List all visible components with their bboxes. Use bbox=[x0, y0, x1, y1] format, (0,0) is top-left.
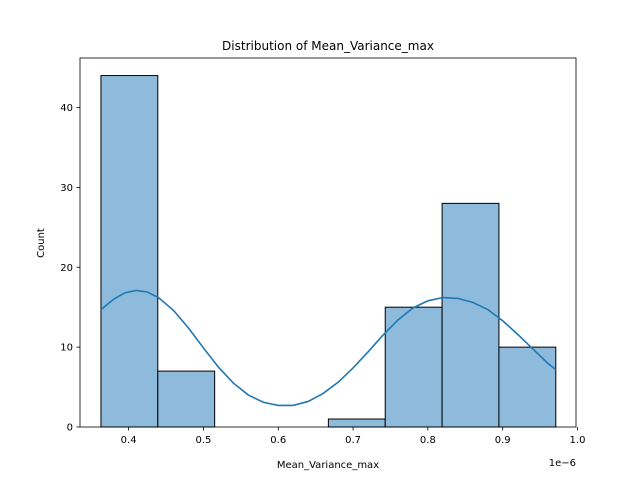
histogram-bar bbox=[441, 202, 500, 428]
x-axis-ticks: 0.4 0.5 0.6 0.7 0.8 0.9 1.0 bbox=[121, 427, 586, 446]
x-axis-offset-label: 1e−6 bbox=[549, 458, 576, 469]
x-tick-label: 0.8 bbox=[420, 435, 436, 446]
x-tick-label: 1.0 bbox=[570, 435, 586, 446]
histogram-bar bbox=[157, 370, 216, 428]
histogram-bars bbox=[100, 75, 557, 428]
y-axis-label: Count bbox=[36, 228, 47, 258]
y-tick-label: 20 bbox=[60, 263, 73, 274]
x-tick-label: 0.6 bbox=[270, 435, 286, 446]
y-tick-label: 10 bbox=[60, 343, 73, 354]
histogram-bar bbox=[100, 75, 159, 428]
chart-title: Distribution of Mean_Variance_max bbox=[222, 39, 434, 53]
y-tick-label: 0 bbox=[67, 423, 73, 434]
x-tick-label: 0.9 bbox=[495, 435, 511, 446]
x-tick-label: 0.4 bbox=[121, 435, 137, 446]
plot-frame bbox=[79, 57, 577, 428]
x-tick-label: 0.7 bbox=[345, 435, 361, 446]
y-axis-ticks: 0 10 20 30 40 bbox=[60, 103, 80, 434]
histogram-bar bbox=[498, 346, 557, 428]
kde-curve bbox=[100, 289, 557, 407]
x-axis-label: Mean_Variance_max bbox=[277, 460, 379, 471]
histogram-bar bbox=[327, 418, 386, 428]
y-tick-label: 30 bbox=[60, 183, 73, 194]
y-tick-label: 40 bbox=[60, 103, 73, 114]
x-tick-label: 0.5 bbox=[195, 435, 211, 446]
